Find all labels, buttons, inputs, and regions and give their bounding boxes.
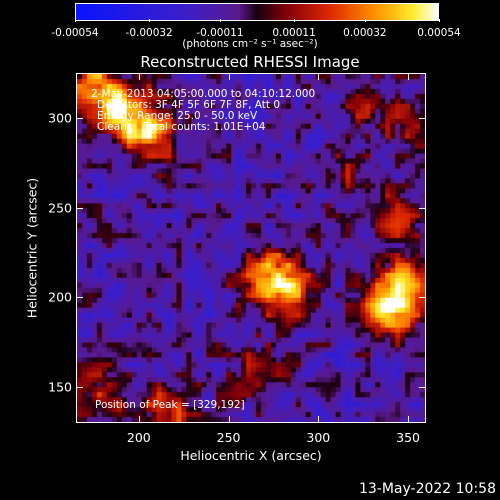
y-tick	[419, 297, 426, 299]
timestamp: 13-May-2022 10:58	[358, 481, 496, 497]
y-tick	[419, 387, 426, 389]
colorbar-tick	[149, 19, 151, 22]
colorbar-tick-label: -0.00032	[125, 27, 173, 39]
y-tick	[76, 207, 83, 209]
x-tick-label: 350	[396, 430, 420, 445]
colorbar-tick-label: -0.00011	[196, 27, 244, 39]
x-axis-label: Heliocentric X (arcsec)	[180, 448, 322, 463]
annotation-clean-counts: Clean Total counts: 1.01E+04	[97, 121, 266, 133]
chart-title: Reconstructed RHESSI Image	[140, 53, 360, 71]
x-tick	[318, 73, 320, 80]
x-tick	[408, 416, 410, 423]
x-tick	[228, 73, 230, 80]
y-axis-label: Heliocentric Y (arcsec)	[24, 177, 40, 319]
colorbar-tick	[439, 19, 440, 22]
y-tick-label: 300	[48, 110, 72, 126]
annotation-time-range: 2-May-2013 04:05:00.000 to 04:10:12.000	[91, 88, 316, 100]
y-tick	[76, 387, 83, 389]
x-tick	[138, 416, 140, 423]
annotation-detectors: Detectors: 3F 4F 5F 6F 7F 8F, Att 0	[97, 99, 281, 111]
colorbar-tick-label: 0.00054	[417, 27, 461, 39]
y-tick-label: 250	[48, 200, 72, 216]
x-tick-label: 250	[216, 430, 241, 445]
x-tick	[318, 416, 320, 423]
annotation-energy-range: Energy Range: 25.0 - 50.0 keV	[97, 110, 258, 122]
y-tick-label: 200	[48, 289, 72, 305]
colorbar-tick	[294, 19, 296, 22]
x-tick-label: 200	[126, 430, 151, 445]
y-tick	[419, 117, 426, 119]
colorbar-gradient	[76, 4, 438, 20]
y-tick	[76, 297, 83, 299]
y-tick	[419, 207, 426, 209]
y-tick-label: 150	[48, 379, 72, 395]
colorbar-tick	[219, 19, 221, 22]
y-tick	[76, 117, 83, 119]
x-tick-label: 300	[306, 430, 331, 445]
colorbar-units: (photons cm⁻² s⁻¹ asec⁻²)	[182, 38, 318, 50]
heatmap-image	[77, 74, 425, 422]
x-tick	[138, 73, 140, 80]
colorbar-tick	[364, 19, 366, 22]
peak-position-label: Position of Peak = [329,192]	[95, 399, 245, 411]
colorbar-tick-label: -0.00054	[51, 27, 99, 39]
plot-area: 2-May-2013 04:05:00.000 to 04:10:12.000 …	[76, 73, 426, 423]
colorbar-tick	[75, 19, 76, 22]
x-tick	[228, 416, 230, 423]
colorbar-tick-label: 0.00011	[272, 27, 316, 39]
x-tick	[408, 73, 410, 80]
colorbar	[75, 3, 439, 21]
colorbar-tick-label: 0.00032	[343, 27, 387, 39]
